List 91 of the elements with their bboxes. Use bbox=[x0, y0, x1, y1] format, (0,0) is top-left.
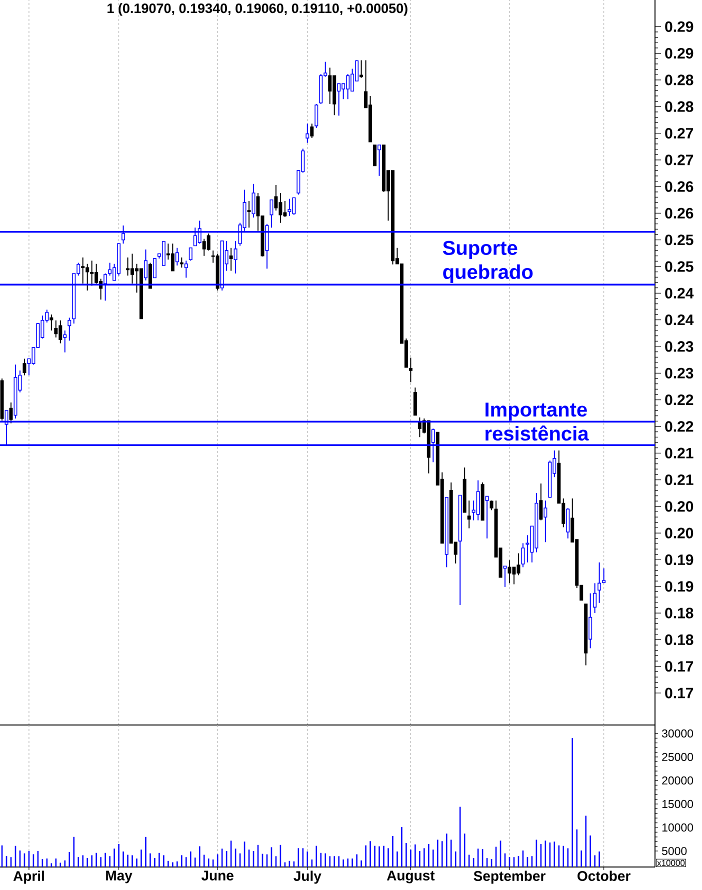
candlestick bbox=[310, 123, 314, 139]
y-tick-label: 0.23 bbox=[665, 368, 694, 378]
chart-title: 1 (0.19070, 0.19340, 0.19060, 0.19110, +0.00050) bbox=[108, 3, 408, 16]
candlestick bbox=[270, 199, 274, 228]
candlestick bbox=[588, 592, 592, 649]
y-tick-label: 0.22 bbox=[665, 394, 694, 406]
x-tick-label: May bbox=[106, 870, 132, 884]
candlestick bbox=[408, 357, 412, 383]
candlestick bbox=[598, 562, 602, 604]
candlestick bbox=[63, 330, 67, 353]
y-tick-label: 0.26 bbox=[665, 181, 694, 192]
candlestick bbox=[328, 67, 332, 104]
y-tick-label: 10000 bbox=[662, 823, 694, 832]
y-tick-label: 0.27 bbox=[665, 154, 694, 166]
y-tick-label: 0.19 bbox=[665, 554, 694, 566]
y-tick-label: 0.17 bbox=[665, 661, 694, 672]
y-tick-label: 0.27 bbox=[665, 128, 694, 139]
candlestick bbox=[22, 358, 26, 376]
candlestick bbox=[314, 103, 318, 128]
y-axis-title: x10000 bbox=[657, 860, 685, 866]
candlestick bbox=[234, 240, 238, 274]
x-tick-label: August bbox=[386, 870, 435, 884]
candlestick bbox=[512, 566, 516, 585]
y-tick-label: 0.22 bbox=[665, 421, 694, 432]
y-tick-label: 0.20 bbox=[665, 501, 694, 512]
candlestick bbox=[188, 247, 192, 262]
y-tick-label: 0.19 bbox=[665, 581, 694, 592]
y-tick-label: 0.28 bbox=[665, 101, 694, 112]
y-tick-label: 0.21 bbox=[665, 448, 694, 458]
candlestick bbox=[81, 256, 85, 284]
candlestick bbox=[206, 232, 210, 252]
candlestick bbox=[288, 198, 292, 216]
x-tick-label: October bbox=[578, 870, 630, 881]
y-tick-label: 0.20 bbox=[665, 528, 694, 538]
candlestick bbox=[337, 83, 341, 116]
x-tick-label: July bbox=[294, 870, 322, 884]
x-tick-label: April bbox=[13, 870, 44, 884]
candlestick bbox=[170, 243, 174, 272]
candlestick bbox=[180, 256, 184, 268]
candlestick bbox=[68, 317, 72, 342]
y-tick-label: 25000 bbox=[662, 752, 694, 762]
y-tick-label: 0.28 bbox=[665, 74, 694, 86]
candlestick bbox=[144, 248, 148, 281]
y-tick-label: 30000 bbox=[662, 729, 694, 738]
y-tick-label: 0.21 bbox=[665, 474, 694, 486]
ref-line-label: Importante resistência bbox=[486, 402, 589, 441]
candlestick bbox=[521, 542, 525, 568]
candlestick bbox=[593, 582, 597, 614]
y-tick-label: 15000 bbox=[662, 800, 694, 808]
candlestick bbox=[413, 387, 417, 416]
candlestick bbox=[229, 247, 233, 272]
candlestick bbox=[252, 183, 256, 218]
candlestick bbox=[54, 320, 58, 338]
candlestick bbox=[602, 568, 606, 584]
x-tick-label: September bbox=[474, 870, 546, 884]
candlestick bbox=[485, 496, 489, 539]
y-tick-label: 0.18 bbox=[665, 634, 694, 646]
candlestick bbox=[476, 480, 480, 521]
candlestick bbox=[9, 402, 13, 424]
candlestick bbox=[539, 483, 543, 521]
y-tick-label: 0.25 bbox=[665, 261, 694, 272]
y-tick-label: 0.24 bbox=[665, 288, 694, 298]
candlestick bbox=[50, 314, 54, 332]
candlestick bbox=[566, 508, 570, 539]
y-tick-label: 0.29 bbox=[665, 21, 694, 32]
y-tick-label: 0.25 bbox=[665, 234, 694, 246]
candlestick bbox=[360, 60, 364, 78]
candlestick bbox=[175, 247, 179, 266]
y-tick-label: 0.26 bbox=[665, 208, 694, 219]
candlestick bbox=[148, 262, 152, 289]
y-tick-label: 20000 bbox=[662, 776, 694, 785]
candlestick bbox=[247, 200, 251, 228]
candlestick bbox=[152, 258, 156, 278]
y-tick-label: 5000 bbox=[662, 846, 687, 856]
candlestick bbox=[378, 144, 382, 176]
candlestick bbox=[467, 500, 471, 529]
y-tick-label: 0.23 bbox=[665, 341, 694, 352]
candlestick bbox=[274, 184, 278, 212]
candlestick bbox=[162, 241, 166, 266]
candlestick bbox=[544, 500, 548, 543]
candlestick bbox=[490, 500, 494, 511]
x-tick-label: June bbox=[201, 870, 234, 880]
y-tick-label: 0.29 bbox=[665, 48, 694, 59]
ref-line-label: Suporte quebrado bbox=[442, 240, 533, 283]
candlestick bbox=[373, 144, 377, 166]
candlestick bbox=[503, 566, 507, 588]
y-tick-label: 0.24 bbox=[665, 314, 694, 326]
candlestick bbox=[306, 123, 310, 144]
y-tick-label: 0.17 bbox=[665, 688, 694, 698]
y-tick-label: 0.18 bbox=[665, 608, 694, 618]
candlestick bbox=[184, 260, 188, 278]
